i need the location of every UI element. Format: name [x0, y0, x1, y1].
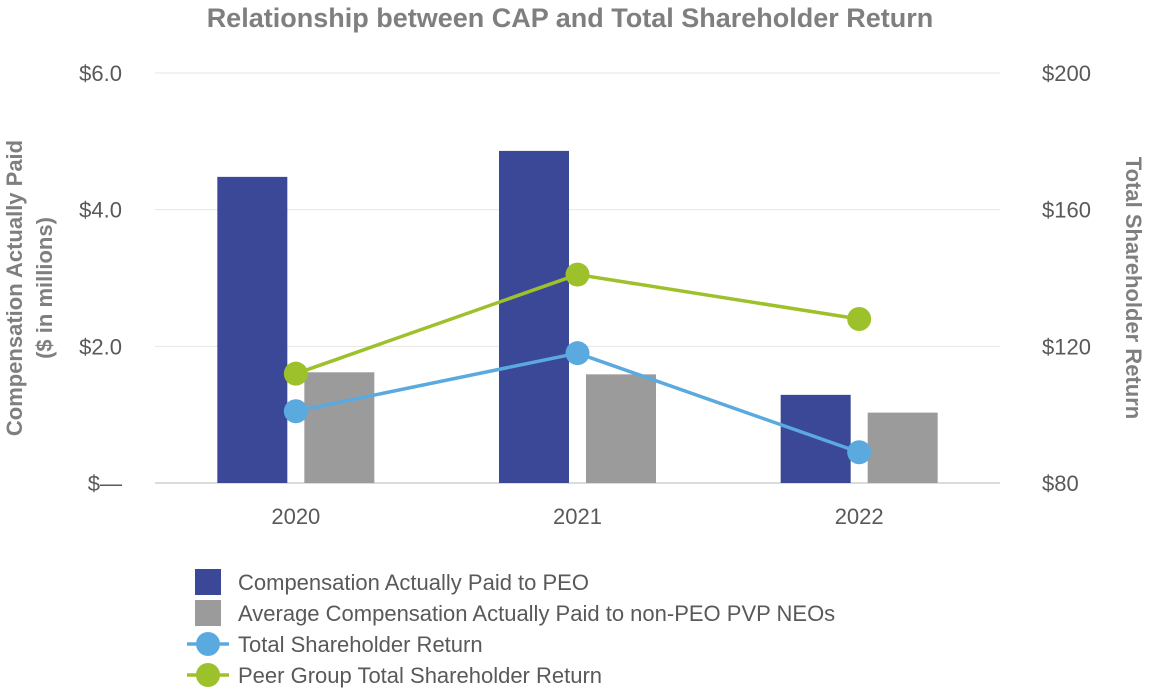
- y-right-tick-label: $80: [1042, 471, 1079, 496]
- bar: [586, 374, 656, 483]
- bar: [217, 176, 288, 483]
- series-line: [295, 351, 860, 454]
- bar: [780, 394, 851, 483]
- legend-swatch: [195, 569, 221, 595]
- legend-label: Average Compensation Actually Paid to no…: [238, 601, 835, 626]
- point: [283, 399, 308, 424]
- gridlines: [155, 72, 1000, 484]
- bars: [217, 150, 938, 483]
- bar: [304, 372, 375, 483]
- bar: [499, 150, 569, 483]
- legend[interactable]: Compensation Actually Paid to PEO Average…: [187, 569, 835, 688]
- x-tick-label: 2022: [835, 504, 884, 529]
- legend-swatch: [195, 600, 221, 626]
- x-tick-label: 2021: [553, 504, 602, 529]
- point: [565, 341, 590, 366]
- point: [847, 440, 872, 465]
- y-right-tick-label: $120: [1042, 334, 1091, 359]
- chart-title: Relationship between CAP and Total Share…: [207, 3, 934, 33]
- lines: [283, 262, 872, 465]
- y-left-tick-label: $2.0: [79, 334, 122, 359]
- legend-marker: [196, 632, 220, 656]
- legend-marker: [196, 663, 220, 687]
- y-right-tick-label: $200: [1042, 61, 1091, 86]
- x-tick-label: 2020: [271, 504, 320, 529]
- y-right-tick-label: $160: [1042, 198, 1091, 223]
- y-left-tick-label: $4.0: [79, 198, 122, 223]
- point: [283, 361, 308, 386]
- bar: [867, 412, 938, 483]
- y-right-axis-title: Total Shareholder Return: [1121, 157, 1146, 419]
- point: [565, 262, 590, 287]
- tick-labels: $— $2.0 $4.0 $6.0 $80 $120 $160 $200 2020 2021 202…: [79, 61, 1091, 529]
- y-left-tick-label: $6.0: [79, 61, 122, 86]
- legend-label: Total Shareholder Return: [238, 632, 483, 657]
- point: [847, 307, 872, 331]
- y-left-axis-title: Compensation Actually Paid: [2, 140, 27, 436]
- axis-titles: Compensation Actually Paid ($ in millions…: [2, 140, 1146, 436]
- y-left-tick-label: $—: [88, 471, 122, 496]
- y-left-axis-subtitle: ($ in millions): [32, 217, 57, 359]
- legend-label: Compensation Actually Paid to PEO: [238, 570, 589, 595]
- legend-label: Peer Group Total Shareholder Return: [238, 663, 602, 688]
